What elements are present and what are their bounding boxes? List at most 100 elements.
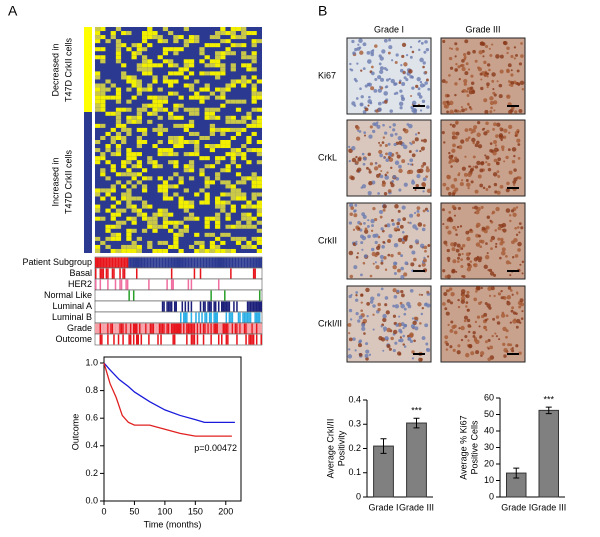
heatmap-cell: [215, 59, 221, 64]
heatmap-cell: [220, 240, 226, 245]
nucleus: [424, 249, 427, 253]
heatmap-cell: [178, 140, 184, 145]
nucleus: [380, 261, 384, 265]
heatmap-cell: [126, 200, 132, 205]
heatmap-cell: [115, 55, 122, 60]
nucleus: [507, 148, 511, 152]
track-cell: [102, 257, 105, 268]
nucleus: [385, 152, 388, 156]
heatmap-cell: [173, 144, 179, 149]
heatmap-cell: [246, 160, 252, 165]
nucleus: [382, 123, 385, 127]
nucleus: [422, 258, 427, 263]
heatmap-cell: [194, 131, 200, 136]
nucleus: [350, 293, 353, 296]
heatmap-cell: [147, 160, 153, 165]
nucleus: [396, 225, 400, 229]
track-cell: [210, 290, 212, 301]
nucleus: [410, 262, 415, 267]
nucleus: [496, 321, 501, 325]
panel-label: A: [8, 3, 18, 19]
nucleus: [384, 268, 388, 271]
heatmap-cell: [241, 180, 247, 185]
track-cell: [210, 257, 212, 268]
track-cell: [257, 323, 259, 334]
heatmap-cell: [121, 208, 127, 213]
track-cell: [114, 257, 117, 268]
heatmap-cell: [215, 156, 221, 161]
heatmap-cell: [225, 152, 231, 157]
nucleus: [485, 160, 488, 164]
heatmap-cell: [95, 27, 101, 32]
row-label: CrkI/II: [318, 318, 342, 328]
heatmap-cell: [241, 244, 247, 249]
heatmap-cell: [188, 35, 195, 40]
nucleus: [422, 161, 427, 166]
heatmap-cell: [95, 208, 101, 213]
heatmap-cell: [115, 208, 122, 213]
track-cell: [183, 323, 185, 334]
nucleus: [407, 162, 410, 166]
nucleus: [510, 209, 515, 213]
nucleus: [465, 137, 470, 142]
nucleus: [495, 134, 499, 138]
nucleus: [442, 269, 446, 273]
nucleus: [425, 78, 429, 82]
nucleus: [425, 342, 429, 346]
heatmap-cell: [246, 212, 252, 217]
track-cell: [207, 257, 209, 268]
track-cell: [213, 312, 215, 323]
nucleus: [463, 319, 467, 323]
heatmap-cell: [141, 140, 148, 145]
nucleus: [395, 53, 399, 57]
track-cell: [139, 257, 141, 268]
heatmap-cell: [95, 99, 101, 104]
heatmap-cell: [115, 180, 122, 185]
heatmap-cell: [110, 127, 116, 132]
heatmap-cell: [178, 135, 184, 140]
nucleus: [515, 325, 519, 329]
nucleus: [403, 272, 408, 277]
nucleus: [508, 131, 511, 134]
heatmap-cell: [241, 27, 247, 32]
heatmap-cell: [256, 91, 262, 96]
heatmap-cell: [100, 99, 106, 104]
heatmap-cell: [256, 200, 262, 205]
nucleus: [388, 77, 391, 81]
track-cell: [199, 301, 202, 312]
heatmap-cell: [183, 63, 189, 68]
heatmap-cell: [115, 148, 122, 153]
heatmap-cell: [136, 83, 142, 88]
nucleus: [401, 240, 405, 245]
track-cell: [155, 323, 158, 334]
nucleus: [520, 54, 524, 58]
track-cell: [217, 257, 220, 268]
nucleus: [480, 78, 483, 81]
heatmap-cell: [230, 156, 236, 161]
nucleus: [455, 233, 458, 236]
heatmap-cell: [162, 79, 169, 84]
heatmap-cell: [105, 144, 111, 149]
heatmap-cell: [220, 208, 226, 213]
nucleus: [377, 164, 382, 168]
heatmap-cell: [147, 83, 153, 88]
nucleus: [463, 52, 467, 57]
nucleus: [397, 209, 401, 213]
nucleus: [485, 44, 489, 49]
track-cell: [252, 257, 255, 268]
track-cell: [126, 279, 129, 290]
heatmap-cell: [168, 148, 174, 153]
nucleus: [519, 263, 522, 266]
heatmap-cell: [183, 200, 189, 205]
row-group-label: T47D CrkII cells: [63, 149, 73, 214]
track-cell: [230, 268, 232, 279]
heatmap-cell: [95, 248, 101, 253]
track-cell: [196, 323, 199, 334]
nucleus: [382, 208, 386, 212]
nucleus: [505, 208, 511, 213]
heatmap-cell: [126, 172, 132, 177]
heatmap-cell: [178, 228, 184, 233]
nucleus: [469, 168, 474, 173]
heatmap-cell: [183, 224, 189, 229]
nucleus: [487, 357, 491, 362]
